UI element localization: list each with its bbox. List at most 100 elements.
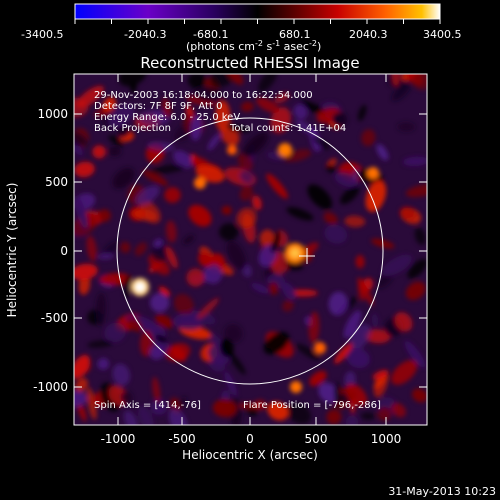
image-blob [405,184,427,198]
image-blob [394,312,413,332]
spin-axis-marker [299,248,315,264]
image-blob [203,264,222,284]
colorbar-tick-1: -3400.5 [21,28,63,41]
image-blob [207,133,221,151]
image-blob [365,329,391,344]
image-blob [251,195,262,211]
image-blob [355,255,365,269]
image-blob [99,272,132,286]
x-tick-label: 1000 [371,432,402,446]
image-blob [307,184,333,210]
image-blob [326,409,342,425]
solar-disk-outline [116,117,384,385]
image-blob [219,338,234,358]
image-blob [357,277,374,306]
image-blob [286,206,314,221]
image-blob [92,145,106,159]
x-tick-label: -500 [168,432,195,446]
image-blob [164,187,181,203]
x-axis-label: Heliocentric X (arcsec) [182,448,318,462]
annotations: 29-Nov-2003 16:18:04.000 to 16:22:54.000… [94,90,381,411]
annotation-energy: Energy Range: 6.0 - 25.0 keV [94,112,240,123]
image-blob [241,101,254,112]
image-blob [153,238,164,248]
image-blob [345,415,359,425]
image-blob [120,241,131,253]
image-blob [224,371,238,397]
image-blob [150,292,170,313]
image-blob [323,212,338,225]
image-blob [282,282,296,300]
image-blob [397,122,415,132]
image-blob [282,299,294,312]
image-blob [74,161,95,178]
image-blob [209,74,234,88]
image-blob [375,273,393,289]
image-blob [239,170,254,184]
image-blob [414,227,426,245]
image-blob [237,152,253,172]
image-blob [412,388,427,403]
image-blob [192,86,224,102]
image-blob [270,107,291,134]
annotation-time: 29-Nov-2003 16:18:04.000 to 16:22:54.000 [94,90,313,101]
image-blob [97,358,110,370]
colorbar-units: (photons cm-2 s-1 asec-2) [186,39,321,53]
image-blob [94,108,108,117]
image-blob [212,399,237,418]
image-blob [403,156,427,167]
annotation-flare-position: Flare Position = [-796,-286] [243,400,381,411]
image-blob [150,245,169,263]
image-blob [173,150,193,169]
annotation-detectors: Detectors: 7F 8F 9F, Att 0 [94,101,222,112]
image-blob [108,146,121,157]
colorbar-tick-2: -2040.3 [124,28,166,41]
image-blob [161,97,172,118]
footer-timestamp: 31-May-2013 10:23 [388,485,496,498]
image-blob [266,173,288,199]
image-blob [86,235,97,262]
image-blob [173,313,203,331]
image-blob [196,297,220,320]
image-blob [158,286,171,297]
colorbar: -3400.5 -2040.3 -680.1 680.1 2040.3 3400… [21,3,462,53]
image-blob [340,185,360,205]
y-axis-label: Heliocentric Y (arcsec) [5,183,19,318]
image-blob [293,104,308,120]
image-blob [150,399,167,415]
image-blob [221,205,232,215]
image-blob [318,382,339,404]
image-blob [123,410,138,425]
annotation-spin-axis: Spin Axis = [414,-76] [94,400,201,411]
image-blob [74,195,88,229]
image-blob [147,141,175,151]
image-blob [183,235,195,245]
image-blob [331,112,348,127]
image-blob [391,82,411,101]
image-blob [103,240,121,256]
image-blob [152,377,161,403]
bright-source [290,381,302,393]
image-blob [377,407,392,421]
image-blob [127,318,143,332]
bright-source [278,143,292,157]
image-blob [75,378,88,393]
image-blob [344,215,366,228]
image-blob [258,74,278,93]
image-blob [404,340,426,368]
bright-source [314,342,326,354]
image-blob [242,132,269,157]
colorbar-tick-6: 3400.5 [423,28,462,41]
image-blob [309,370,327,387]
image-blob [349,323,371,351]
image-blob [124,274,131,299]
image-blob [116,125,130,138]
x-tick-label: 500 [305,432,328,446]
image-blob [104,322,126,343]
image-blob [376,144,389,161]
image-blob [74,354,90,379]
image-blob [407,258,427,279]
image-blob [166,220,177,243]
image-blob [173,293,194,315]
